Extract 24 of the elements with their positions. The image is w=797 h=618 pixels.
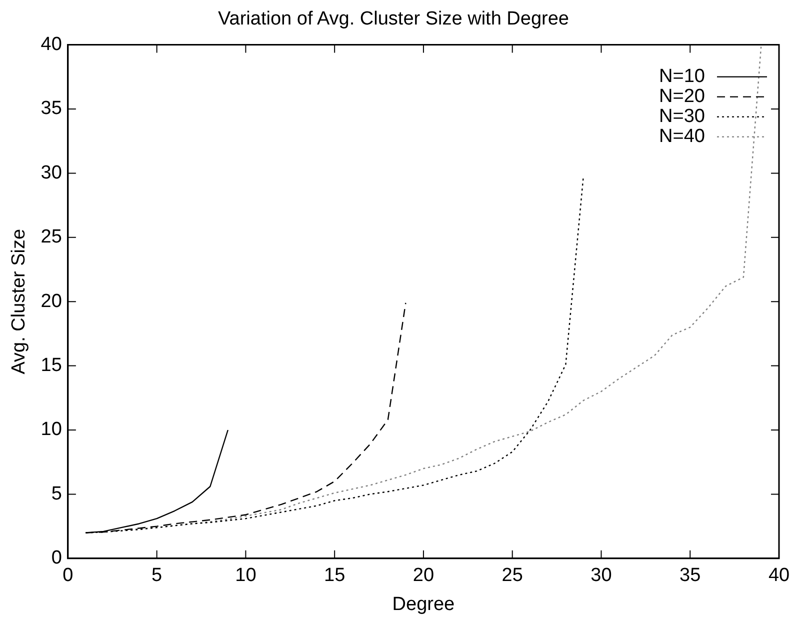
legend-label: N=30	[659, 106, 705, 128]
y-axis-title: Avg. Cluster Size	[8, 228, 30, 374]
chart-title: Variation of Avg. Cluster Size with Degree	[218, 8, 569, 30]
x-tick-label: 20	[412, 565, 434, 586]
legend-label: N=10	[659, 66, 705, 88]
y-tick-label: 20	[40, 290, 62, 312]
legend-label: N=20	[659, 86, 705, 108]
y-tick-label: 30	[40, 162, 62, 184]
y-tick-label: 35	[40, 98, 62, 120]
legend-label: N=40	[659, 126, 705, 148]
y-tick-label: 15	[40, 355, 62, 376]
x-tick-label: 5	[152, 565, 162, 586]
y-tick-label: 10	[40, 419, 62, 440]
x-tick-label: 30	[590, 565, 612, 586]
y-tick-label: 5	[51, 483, 62, 504]
x-axis-title: Degree	[392, 594, 455, 615]
x-tick-label: 25	[502, 565, 523, 586]
x-tick-label: 35	[680, 565, 701, 586]
x-tick-label: 40	[768, 565, 790, 586]
x-tick-label: 10	[235, 565, 256, 586]
y-tick-label: 25	[40, 226, 62, 248]
y-tick-label: 40	[40, 34, 62, 56]
y-tick-label: 0	[51, 548, 62, 569]
x-tick-label: 15	[324, 565, 346, 586]
